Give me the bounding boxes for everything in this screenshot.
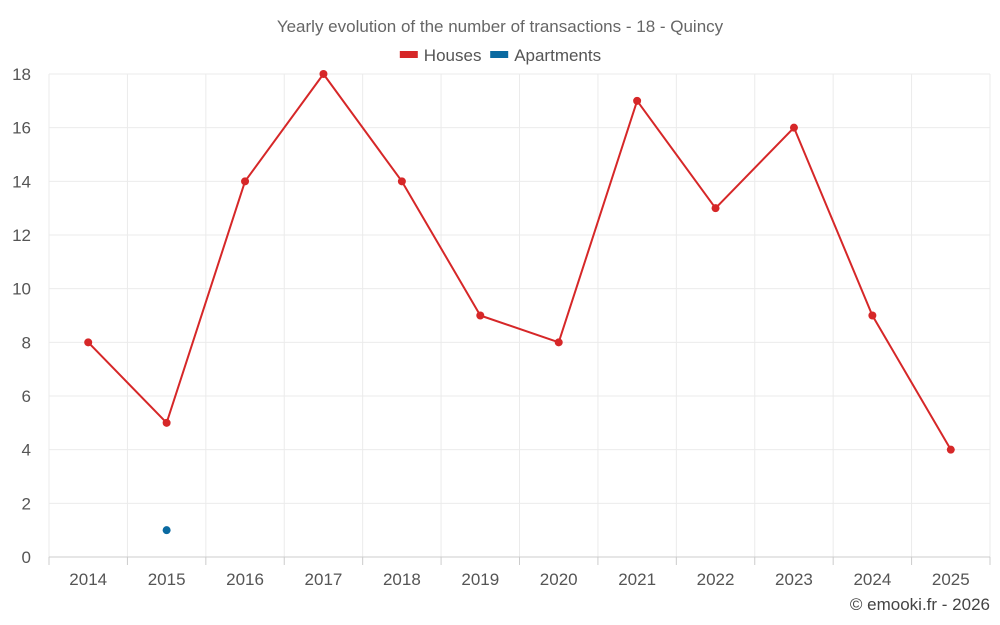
x-tick-label: 2018: [383, 570, 421, 589]
x-tick-label: 2016: [226, 570, 264, 589]
x-tick-label: 2022: [697, 570, 735, 589]
legend-label-houses: Houses: [424, 46, 482, 65]
data-point-houses-2024: [868, 311, 877, 320]
legend: Houses Apartments: [399, 46, 601, 65]
legend-label-apartments: Apartments: [514, 46, 601, 65]
y-tick-label: 18: [12, 65, 31, 84]
data-point-houses-2022: [711, 204, 720, 213]
data-point-houses-2021: [633, 96, 642, 105]
x-tick-label: 2019: [461, 570, 499, 589]
axes: 0 2 4 6 8 10 12 14 16 18 2014 2015 2016 2017 2018 2019 2…: [12, 65, 991, 589]
y-tick-label: 16: [12, 119, 31, 138]
data-point-apartments-2015: [162, 526, 171, 535]
chart-title: Yearly evolution of the number of transa…: [277, 17, 724, 36]
data-point-houses-2020: [554, 338, 563, 347]
data-point-houses-2017: [319, 70, 328, 78]
x-tick-label: 2015: [148, 570, 186, 589]
legend-swatch-houses: [399, 51, 418, 58]
y-tick-label: 8: [22, 333, 31, 352]
y-tick-label: 14: [12, 172, 31, 191]
x-tick-label: 2017: [305, 570, 343, 589]
y-tick-label: 4: [22, 441, 31, 460]
data-point-houses-2016: [241, 177, 250, 186]
y-tick-label: 0: [22, 548, 31, 567]
x-tick-label: 2024: [853, 570, 891, 589]
data-point-houses-2015: [162, 418, 171, 427]
x-tick-label: 2021: [618, 570, 656, 589]
series-line-houses: [87, 73, 952, 451]
data-point-houses-2023: [789, 123, 798, 132]
x-tick-label: 2020: [540, 570, 578, 589]
grid-lines: [48, 73, 991, 557]
x-tick-label: 2025: [932, 570, 970, 589]
x-tick-label: 2014: [69, 570, 107, 589]
data-point-houses-2018: [397, 177, 406, 186]
y-tick-label: 6: [22, 387, 31, 406]
y-tick-label: 2: [22, 494, 31, 513]
y-tick-label: 10: [12, 280, 31, 299]
legend-swatch-apartments: [490, 51, 509, 58]
chart-credit: © emooki.fr - 2026: [850, 595, 990, 614]
data-point-houses-2019: [476, 311, 485, 320]
data-point-houses-2014: [84, 338, 93, 347]
y-tick-label: 12: [12, 226, 31, 245]
x-tick-label: 2023: [775, 570, 813, 589]
series-layer: [84, 70, 955, 535]
data-point-houses-2025: [946, 445, 955, 454]
